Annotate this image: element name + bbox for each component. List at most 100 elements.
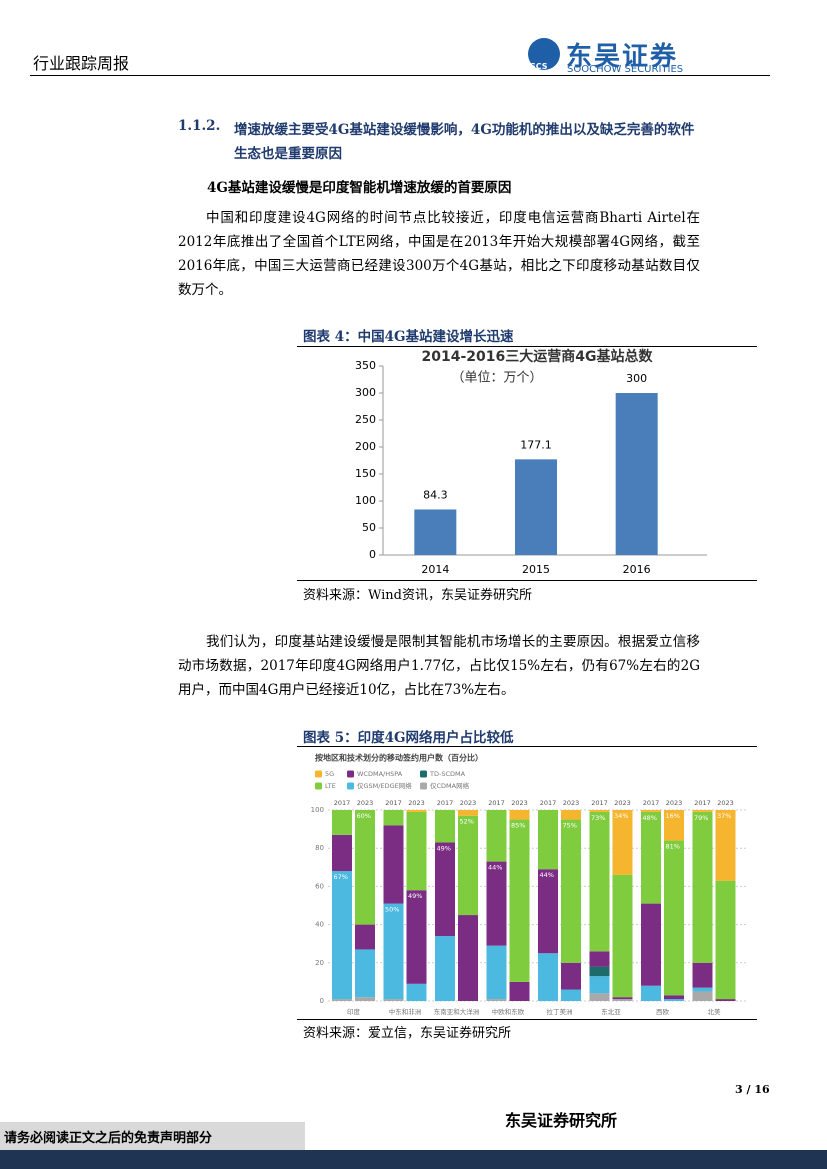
bar-segment (589, 951, 610, 967)
legend-swatch (420, 770, 427, 778)
value-label: 49% (437, 844, 451, 852)
bar-segment (406, 811, 427, 891)
y-tick-label: 250 (355, 413, 376, 426)
x-tick-label: 2023 (511, 799, 528, 807)
value-label: 75% (563, 822, 577, 830)
y-tick-label: 100 (311, 806, 324, 814)
bar-segment (612, 874, 633, 998)
bar-segment (715, 880, 736, 1000)
bar-segment (486, 810, 507, 862)
value-label: 44% (540, 871, 554, 879)
bar (615, 393, 658, 555)
value-label: 16% (666, 812, 680, 820)
value-label: 37% (717, 812, 731, 820)
section-number: 1.1.2. (178, 118, 221, 134)
bar-segment (664, 995, 684, 1000)
value-label: 300 (626, 372, 647, 385)
bar-segment (641, 903, 661, 986)
group-label: 西欧 (656, 1007, 670, 1016)
bar (515, 459, 557, 555)
bar-segment (538, 810, 558, 870)
value-label: 85% (511, 822, 525, 830)
x-tick-label: 2017 (540, 799, 557, 807)
x-tick-label: 2015 (522, 563, 550, 576)
bar-segment (612, 810, 633, 875)
group-label: 印度 (347, 1007, 361, 1016)
y-tick-label: 100 (355, 494, 376, 507)
footer-band (0, 1150, 827, 1169)
x-tick-label: 2017 (643, 799, 660, 807)
bar-segment (332, 810, 352, 835)
bar-segment (458, 915, 478, 1001)
bar-segment (589, 976, 610, 994)
bar-segment (509, 981, 530, 1001)
legend-swatch (315, 782, 322, 790)
bar-segment (383, 903, 404, 1000)
legend-swatch (315, 770, 322, 778)
bar-segment (612, 999, 633, 1001)
x-tick-label: 2023 (460, 799, 477, 807)
bar-segment (332, 871, 352, 1000)
legend-swatch (420, 782, 427, 790)
value-label: 34% (614, 812, 628, 820)
x-tick-label: 2017 (334, 799, 351, 807)
value-label: 73% (591, 814, 605, 822)
bar-segment (664, 999, 684, 1001)
figure-source: 资料来源：Wind资讯，东吴证券研究所 (303, 588, 532, 603)
y-tick-label: 150 (355, 467, 376, 480)
bar-segment (486, 861, 507, 946)
legend-swatch (347, 770, 354, 778)
bar-segment (715, 810, 736, 881)
value-label: 44% (488, 864, 502, 872)
x-tick-label: 2023 (717, 799, 734, 807)
bar-segment (435, 842, 455, 937)
x-tick-label: 2016 (623, 563, 651, 576)
value-label: 48% (643, 814, 657, 822)
bar-segment (486, 945, 507, 1000)
bar-segment (383, 810, 404, 826)
group-label: 东北亚 (601, 1007, 621, 1016)
value-label: 49% (408, 892, 422, 900)
bar-segment (332, 999, 352, 1001)
bar-segment (355, 949, 375, 998)
x-tick-label: 2023 (563, 799, 580, 807)
logo-abbr: SCS (530, 62, 548, 71)
y-tick-label: 80 (315, 844, 324, 852)
bar-segment (561, 819, 581, 963)
bar-segment (406, 810, 427, 812)
bar-segment (692, 811, 713, 963)
bar-segment (641, 985, 661, 1001)
logo-en: SOOCHOW SECURITIES (567, 64, 684, 75)
chart-subtitle: （单位：万个） (451, 371, 542, 386)
bar-segment (355, 924, 375, 950)
value-label: 67% (334, 873, 348, 881)
group-label: 东南亚和大洋洲 (434, 1007, 480, 1016)
x-tick-label: 2023 (357, 799, 374, 807)
value-label: 81% (666, 843, 680, 851)
bar-segment (538, 953, 558, 1001)
x-tick-label: 2017 (591, 799, 608, 807)
bar-segment (589, 811, 610, 952)
bar-segment (692, 987, 713, 992)
legend-label: 5G (325, 770, 334, 778)
bar-segment (692, 962, 713, 988)
x-tick-label: 2023 (614, 799, 631, 807)
disclaimer: 请务必阅读正文之后的免责声明部分 (4, 1131, 213, 1146)
x-tick-label: 2017 (437, 799, 454, 807)
bar-segment (355, 810, 375, 925)
x-tick-label: 2014 (421, 563, 449, 576)
chart: 2014-2016三大运营商4G基站总数 （单位：万个） 0 50 100 150 200 2… (355, 348, 707, 576)
legend-label: 仅GSM/EDGE网络 (357, 781, 412, 790)
bar-segment (406, 890, 427, 984)
x-tick-label: 2017 (385, 799, 402, 807)
bar-segment (435, 810, 455, 843)
value-label: 52% (460, 818, 474, 826)
figure-rule (297, 746, 757, 747)
y-tick-label: 200 (355, 440, 376, 453)
bar-segment (589, 966, 610, 977)
header-rule (30, 75, 770, 76)
figure-source: 资料来源：爱立信，东吴证券研究所 (303, 1026, 512, 1041)
paragraph: 我们认为，印度基站建设缓慢是限制其智能机市场增长的主要原因。根据爱立信移动市场数… (178, 634, 700, 698)
y-tick-label: 300 (355, 386, 376, 399)
